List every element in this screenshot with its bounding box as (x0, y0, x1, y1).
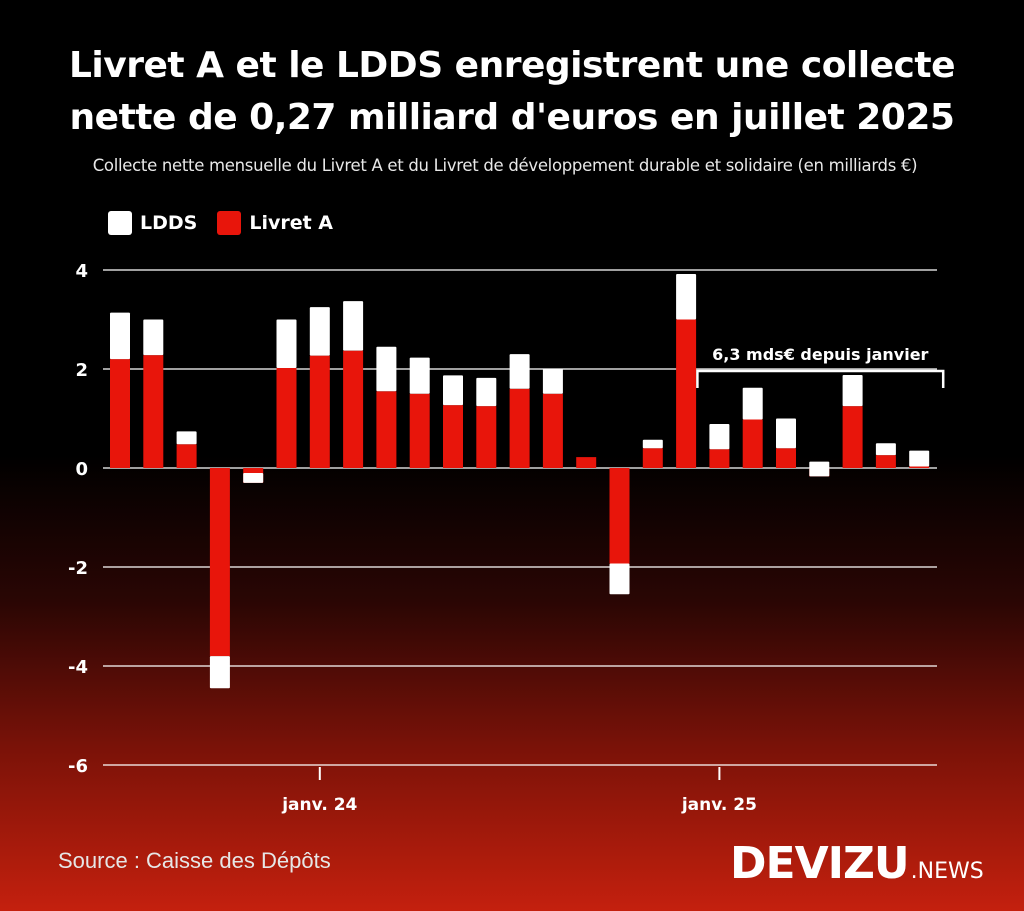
source-note: Source : Caisse des Dépôts (58, 848, 331, 873)
bar-livret-a (576, 457, 597, 468)
chart-title-line-1: Livret A et le LDDS enregistrent une col… (68, 45, 956, 86)
bar-ldds (676, 273, 697, 320)
y-tick-label: 4 (75, 261, 88, 282)
bar-ldds (143, 319, 164, 356)
bar-ldds (542, 368, 563, 394)
bar-ldds (809, 461, 830, 477)
bar-livret-a (343, 350, 364, 468)
y-tick-label: 0 (75, 459, 88, 480)
y-tick-label: -6 (68, 756, 88, 777)
bar-ldds (609, 563, 630, 595)
bar-ldds (276, 319, 297, 369)
legend-item-livret-a: Livret A (217, 211, 333, 235)
x-tick-label: janv. 24 (281, 795, 357, 815)
bar-livret-a (842, 406, 863, 468)
bar-ldds (509, 354, 530, 389)
legend-item-ldds: LDDS (108, 211, 197, 235)
y-tick-label: -4 (68, 657, 88, 678)
bar-ldds (309, 307, 330, 356)
legend-swatch-livret-a (217, 211, 242, 235)
bar-livret-a (376, 391, 397, 468)
annotation-bracket (696, 369, 945, 388)
bar-livret-a (776, 448, 796, 468)
annotation-label: 6,3 mds€ depuis janvier (712, 345, 928, 364)
bar-ldds (642, 439, 663, 449)
bar-livret-a (909, 466, 930, 468)
bar-livret-a (209, 468, 230, 657)
y-tick-label: -2 (68, 558, 88, 579)
bar-livret-a (509, 388, 530, 468)
legend-swatch-ldds (108, 211, 132, 235)
bar-livret-a (676, 319, 697, 468)
bar-ldds (343, 301, 364, 351)
chart-title: Livret A et le LDDS enregistrent une col… (0, 40, 1024, 144)
chart-subtitle: Collecte nette mensuelle du Livret A et … (92, 156, 918, 175)
bar-ldds (409, 357, 430, 394)
bar-ldds (742, 387, 763, 420)
bar-livret-a (542, 393, 563, 468)
bar-livret-a (709, 449, 730, 468)
bar-ldds (875, 443, 896, 456)
bar-ldds (776, 418, 796, 449)
bar-ldds (176, 431, 197, 445)
legend: LDDS Livret A (108, 211, 353, 235)
bar-ldds (209, 656, 230, 689)
bar-livret-a (143, 355, 164, 468)
brand-main: DEVIZU (730, 838, 910, 889)
bar-livret-a (609, 468, 630, 564)
bar-livret-a (309, 355, 330, 468)
bar-livret-a (742, 419, 763, 468)
bar-ldds (709, 423, 730, 450)
y-tick-label: 2 (75, 360, 88, 381)
legend-label-ldds: LDDS (140, 212, 198, 234)
bar-ldds (443, 375, 463, 406)
bar-ldds (842, 374, 863, 407)
bar-ldds (476, 377, 497, 407)
bar-livret-a (110, 359, 130, 468)
chart-title-line-2: nette de 0,27 milliard d'euros en juille… (69, 97, 955, 138)
legend-label-livret-a: Livret A (249, 212, 334, 234)
bar-livret-a (642, 448, 663, 468)
bar-ldds (243, 472, 264, 483)
bar-ldds (909, 450, 930, 467)
x-tick-label: janv. 25 (681, 795, 757, 815)
bar-livret-a (443, 405, 463, 468)
bar-ldds (110, 312, 130, 360)
bar-livret-a (176, 444, 197, 468)
bar-livret-a (276, 368, 297, 468)
brand-suffix: .NEWS (910, 859, 984, 884)
bar-ldds (376, 346, 397, 392)
brand-logo: DEVIZU.NEWS (730, 838, 984, 889)
bar-livret-a (409, 393, 430, 468)
bar-livret-a (476, 406, 497, 468)
bar-livret-a (875, 455, 896, 468)
